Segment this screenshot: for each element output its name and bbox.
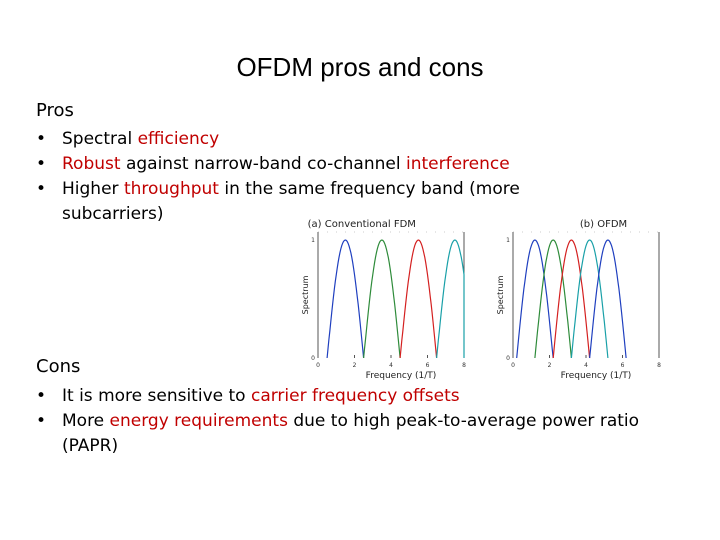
pros-item-text: against narrow-band co-channel bbox=[120, 154, 406, 174]
spectrum-figure: (a) Conventional FDM Spectrum Frequency (1… bbox=[301, 219, 661, 380]
x-tick-label: 6 bbox=[426, 362, 430, 369]
cons-item-highlight: carrier frequency offsets bbox=[250, 386, 460, 406]
pros-item: Spectral efficiency bbox=[36, 127, 676, 152]
x-tick-label: 4 bbox=[584, 362, 588, 369]
pros-item-highlight: interference bbox=[406, 154, 510, 174]
subcarrier-line bbox=[363, 239, 401, 359]
x-axis-label: Frequency (1/T) bbox=[561, 371, 632, 380]
x-tick-label: 8 bbox=[657, 362, 661, 369]
subcarrier-line bbox=[552, 239, 591, 359]
pros-item-text: Higher bbox=[62, 179, 124, 199]
cons-list: It is more sensitive to carrier frequenc… bbox=[36, 384, 676, 459]
x-tick-label: 2 bbox=[548, 362, 552, 369]
x-axis-label: Frequency (1/T) bbox=[366, 371, 437, 380]
subcarrier-line bbox=[534, 239, 572, 359]
cons-item-highlight: energy requirements bbox=[109, 411, 288, 431]
y-axis-label: Spectrum bbox=[301, 275, 310, 314]
ofdm-chart: (b) OFDM Spectrum Frequency (1/T) 0 2 4 6 8 0 1 bbox=[496, 219, 661, 380]
y-tick-label: 1 bbox=[311, 237, 315, 244]
pros-item: Robust against narrow-band co-channel in… bbox=[36, 152, 676, 177]
conventional-fdm-chart: (a) Conventional FDM Spectrum Frequency (1… bbox=[301, 219, 466, 380]
x-tick-label: 0 bbox=[511, 362, 515, 369]
subcarrier-line bbox=[516, 239, 554, 359]
pros-item: Higher throughput in the same frequency … bbox=[36, 177, 602, 227]
pros-list: Spectral efficiency Robust against narro… bbox=[36, 127, 676, 227]
y-tick-label: 0 bbox=[311, 355, 315, 362]
subcarrier-line bbox=[589, 239, 627, 359]
cons-item-text: More bbox=[62, 411, 110, 431]
x-tick-label: 0 bbox=[316, 362, 320, 369]
chart-title: (b) OFDM bbox=[580, 219, 627, 230]
pros-heading: Pros bbox=[36, 100, 74, 121]
x-tick-label: 8 bbox=[462, 362, 466, 369]
y-tick-label: 1 bbox=[506, 237, 510, 244]
pros-item-text: in the same frequency band (more subcarr… bbox=[62, 179, 520, 224]
x-tick-label: 4 bbox=[389, 362, 393, 369]
y-axis-label: Spectrum bbox=[496, 275, 505, 314]
x-tick-label: 6 bbox=[621, 362, 625, 369]
subcarrier-line bbox=[436, 239, 465, 359]
cons-item-text: due to high peak-to-average power ratio … bbox=[62, 411, 640, 456]
slide-title: OFDM pros and cons bbox=[236, 52, 484, 82]
y-tick-label: 0 bbox=[506, 355, 510, 362]
cons-item-text: It is more sensitive to bbox=[62, 386, 251, 406]
subcarrier-line bbox=[326, 239, 365, 359]
cons-item: More energy requirements due to high pea… bbox=[36, 409, 676, 459]
chart-title: (a) Conventional FDM bbox=[308, 219, 416, 230]
cons-heading: Cons bbox=[36, 356, 81, 377]
pros-item-highlight: Robust bbox=[62, 154, 121, 174]
pros-item-text: Spectral bbox=[62, 129, 138, 149]
subcarrier-line bbox=[570, 239, 609, 359]
pros-item-highlight: efficiency bbox=[137, 129, 220, 149]
pros-item-highlight: throughput bbox=[123, 179, 219, 199]
x-tick-label: 2 bbox=[353, 362, 357, 369]
cons-item: It is more sensitive to carrier frequenc… bbox=[36, 384, 676, 409]
subcarrier-line bbox=[399, 239, 438, 359]
